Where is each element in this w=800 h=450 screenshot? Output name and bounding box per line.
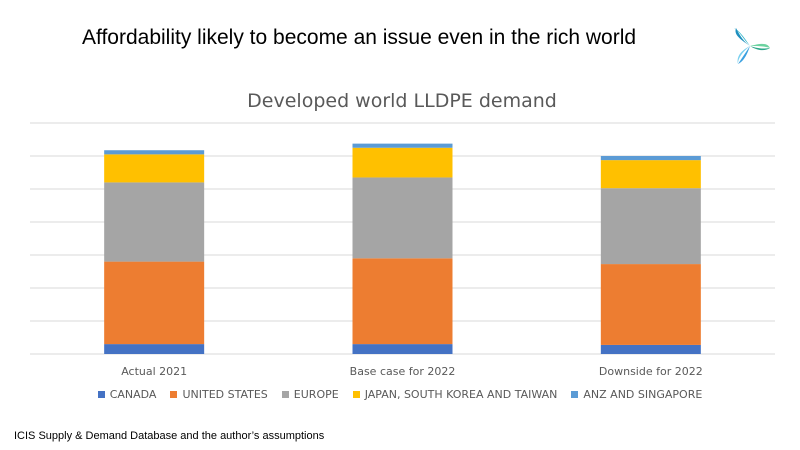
category-label: Actual 2021	[121, 365, 187, 378]
slide-title: Affordability likely to become an issue …	[82, 26, 637, 49]
category-label: Base case for 2022	[350, 365, 456, 378]
legend-swatch	[571, 391, 579, 398]
category-labels: Actual 2021 Base case for 2022 Downside fo…	[121, 365, 703, 378]
bar-segment-japan-south-korea-and-taiwan	[600, 160, 701, 189]
legend-swatch	[352, 391, 360, 398]
legend-label: EUROPE	[293, 388, 339, 401]
bar-segment-anz-and-singapore	[104, 150, 205, 155]
legend-label: CANADA	[109, 388, 157, 401]
company-logo-icon	[734, 28, 770, 64]
bar-segment-anz-and-singapore	[352, 143, 453, 148]
source-note: ICIS Supply & Demand Database and the au…	[14, 430, 325, 442]
category-label: Downside for 2022	[599, 365, 703, 378]
bar-segment-united-states	[104, 261, 205, 345]
bar-segment-europe	[352, 177, 453, 259]
legend-label: ANZ AND SINGAPORE	[583, 388, 703, 401]
bar-segment-united-states	[352, 258, 453, 345]
legend-label: JAPAN, SOUTH KOREA AND TAIWAN	[364, 388, 558, 401]
legend-swatch	[170, 391, 178, 398]
bar-segment-united-states	[600, 264, 701, 345]
bar-segment-canada	[352, 344, 453, 354]
bar-segment-europe	[104, 182, 205, 262]
bar-segment-anz-and-singapore	[600, 156, 701, 161]
legend-swatch	[97, 391, 105, 398]
legend-item: ANZ AND SINGAPORE	[571, 388, 702, 401]
legend-item: JAPAN, SOUTH KOREA AND TAIWAN	[352, 388, 558, 401]
chart-legend: CANADA UNITED STATES EUROPE JAPAN, SOUTH KO…	[0, 388, 800, 401]
legend-label: UNITED STATES	[182, 388, 268, 401]
bars	[104, 143, 701, 354]
bar-segment-canada	[600, 344, 701, 354]
bar-segment-canada	[104, 344, 205, 354]
bar-segment-japan-south-korea-and-taiwan	[352, 147, 453, 178]
bar-segment-europe	[600, 188, 701, 265]
legend-item: CANADA	[97, 388, 157, 401]
legend-item: UNITED STATES	[170, 388, 268, 401]
legend-swatch	[281, 391, 289, 398]
chart-title: Developed world LLDPE demand	[247, 90, 557, 112]
legend-item: EUROPE	[281, 388, 339, 401]
bar-segment-japan-south-korea-and-taiwan	[104, 154, 205, 183]
